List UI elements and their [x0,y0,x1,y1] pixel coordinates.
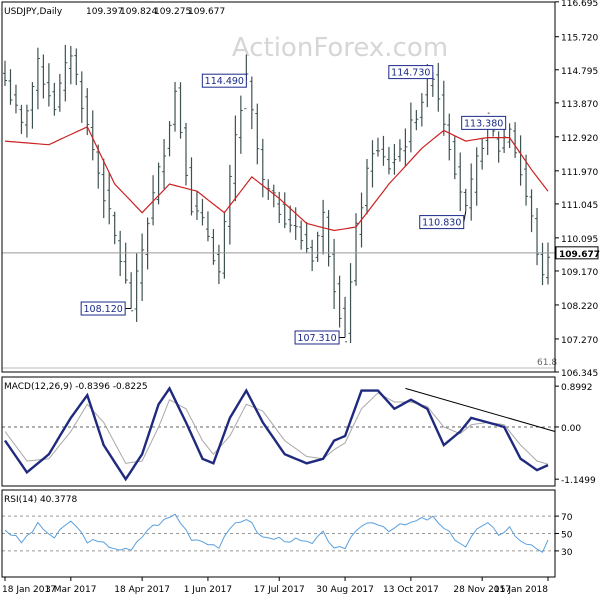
price-axis-label: 108.220 [561,302,598,312]
x-axis-label: 30 Aug 2017 [316,585,374,595]
fib-level-label: 61.8 [537,358,557,368]
swing-label: 114.730 [391,68,430,79]
x-axis-label: 28 Nov 2017 [453,585,511,595]
x-axis-label: 13 Oct 2017 [383,585,439,595]
x-axis-label: 18 Jan 2017 [2,585,56,595]
price-panel: 116.695 115.720 114.795 113.870 112.920 111.9… [2,0,600,379]
price-axis-label: 111.045 [561,201,598,211]
swing-label: 114.490 [205,76,244,87]
price-axis-label: 116.695 [561,0,598,9]
macd-panel: 0.8992 0.00 -1.1499 MACD(12,26,9) -0.8396 -… [2,382,596,486]
x-axis-label: 3 Mar 2017 [45,585,96,595]
swing-label-box [388,65,434,80]
swing-label-box [80,301,126,316]
rsi-axis-label: 70 [561,513,573,523]
quote-low: 109.275 [154,7,191,17]
price-panel-frame [1,1,556,373]
price-axis-label: 109.170 [561,268,598,278]
price-axis-label: 114.795 [561,67,598,77]
x-axis-label: 18 Apr 2017 [114,585,170,595]
price-title: USDJPY,Daily [4,7,63,17]
swing-label-box [419,215,465,230]
rsi-title: RSI(14) 40.3778 [4,495,77,505]
swing-label-box [461,115,507,130]
rsi-axis-label: 50 [561,531,573,541]
price-axis-label: 112.920 [561,134,598,144]
macd-axis-label: 0.00 [561,424,581,434]
swing-label: 113.380 [464,118,503,129]
price-axis-label: 107.270 [561,336,598,346]
watermark: ActionForex.com [232,33,448,63]
rsi-panel-frame [1,489,556,578]
macd-title: MACD(12,26,9) -0.8396 -0.8225 [4,382,148,392]
swing-label: 110.830 [422,218,461,229]
macd-axis-label: -1.1499 [561,476,596,486]
price-axis-label: 110.095 [561,235,598,245]
x-axis-label: 1 Jun 2017 [184,585,232,595]
macd-line [4,386,549,482]
swing-label-box [201,73,247,88]
rsi-line [4,513,549,553]
current-price-label: 109.677 [559,250,600,260]
macd-trendline [405,387,556,432]
macd-axis-label: 0.8992 [561,383,593,393]
swing-label: 107.310 [297,333,336,344]
swing-label-box [294,330,340,345]
current-price-box [555,246,599,260]
price-axis-label: 115.720 [561,34,598,44]
price-axis-label: 106.345 [561,369,598,379]
rsi-panel: 70 50 30 RSI(14) 40.3778 [2,495,573,558]
quote-open: 109.397 [86,7,123,17]
price-axis-label: 113.870 [561,100,598,110]
x-axis-label: 17 Jul 2017 [254,585,305,595]
x-axis-label: 15 Jan 2018 [494,585,548,595]
quote-high: 109.824 [120,7,157,17]
swing-label: 108.120 [84,304,123,315]
quote-close: 109.677 [188,7,225,17]
price-axis-label: 111.970 [561,168,598,178]
macd-panel-frame [1,376,556,487]
moving-average-line [4,126,549,232]
rsi-axis-label: 30 [561,548,573,558]
